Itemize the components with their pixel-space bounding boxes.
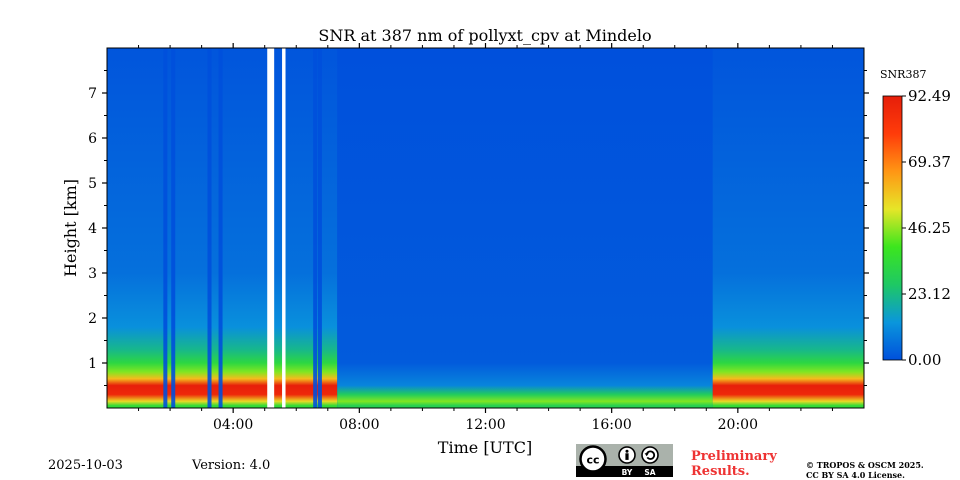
copyright-note: © TROPOS & OSCM 2025. CC BY SA 4.0 Licen…	[806, 460, 924, 480]
copyright-line-2: CC BY SA 4.0 License.	[806, 470, 905, 480]
colorbar-tick-label: 92.49	[908, 87, 951, 105]
x-tick-label: 16:00	[591, 417, 631, 433]
low-snr-streak	[207, 48, 212, 408]
no-data-gaps	[267, 48, 286, 408]
low-snr-streak	[317, 48, 322, 408]
plot-area	[107, 48, 864, 408]
x-axis-label: Time [UTC]	[438, 438, 532, 457]
colorbar-tick-label: 23.12	[908, 285, 951, 303]
low-snr-streak	[171, 48, 176, 408]
day-segment	[337, 48, 713, 408]
y-tick-label: 6	[88, 131, 97, 147]
x-axis: 04:00 08:00 12:00 16:00 20:00	[138, 43, 833, 433]
y-axis: 1 2 3 4 5 6 7	[88, 70, 869, 386]
night-segment	[712, 48, 864, 408]
y-tick-label: 7	[88, 86, 97, 102]
colorbar-bar	[882, 95, 903, 361]
by-icon-body	[625, 453, 629, 460]
no-data-gap	[282, 48, 286, 408]
colorbar-label: SNR387	[880, 68, 926, 81]
y-axis-label: Height [km]	[61, 179, 80, 277]
low-snr-streak	[313, 48, 318, 408]
x-tick-label: 12:00	[465, 417, 505, 433]
y-tick-label: 5	[88, 176, 97, 192]
sa-icon-arrowhead	[644, 453, 649, 457]
copyright-line-1: © TROPOS & OSCM 2025.	[806, 460, 924, 470]
colorbar-ticks: 0.00 23.12 46.25 69.37 92.49	[902, 87, 951, 369]
badge-bottom-strip	[576, 466, 673, 477]
y-tick-label: 2	[88, 311, 97, 327]
chart-title: SNR at 387 nm of pollyxt_cpv at Mindelo	[318, 26, 651, 45]
colorbar-tick-label: 46.25	[908, 219, 951, 237]
low-snr-streak	[218, 48, 223, 408]
by-label: BY	[622, 468, 633, 477]
y-tick-label: 1	[88, 356, 97, 372]
x-tick-label: 08:00	[339, 417, 379, 433]
preliminary-line-1: Preliminary	[691, 449, 777, 464]
x-tick-label: 20:00	[718, 417, 758, 433]
no-data-gap	[267, 48, 275, 408]
sa-icon-arrow	[645, 450, 656, 460]
sa-label: SA	[644, 468, 655, 477]
cc-icon-text: cc	[586, 454, 599, 467]
low-snr-streaks	[163, 48, 322, 408]
preliminary-results-note: Preliminary Results.	[691, 449, 777, 479]
date-label: 2025-10-03	[48, 458, 123, 473]
cc-license-badge: cc BY SA	[576, 444, 673, 477]
y-tick-label: 4	[88, 221, 97, 237]
colorbar: SNR387 0.00 23.12 46.25 69.37 92.49	[880, 68, 951, 369]
by-icon-head	[625, 449, 629, 453]
sa-icon	[641, 446, 659, 464]
version-label: Version: 4.0	[192, 458, 271, 473]
cc-icon	[579, 445, 607, 473]
preliminary-line-2: Results.	[691, 464, 750, 479]
low-snr-streak	[163, 48, 168, 408]
colorbar-tick-label: 0.00	[908, 351, 941, 369]
colorbar-tick-label: 69.37	[908, 153, 951, 171]
y-tick-label: 3	[88, 266, 97, 282]
x-tick-label: 04:00	[213, 417, 253, 433]
